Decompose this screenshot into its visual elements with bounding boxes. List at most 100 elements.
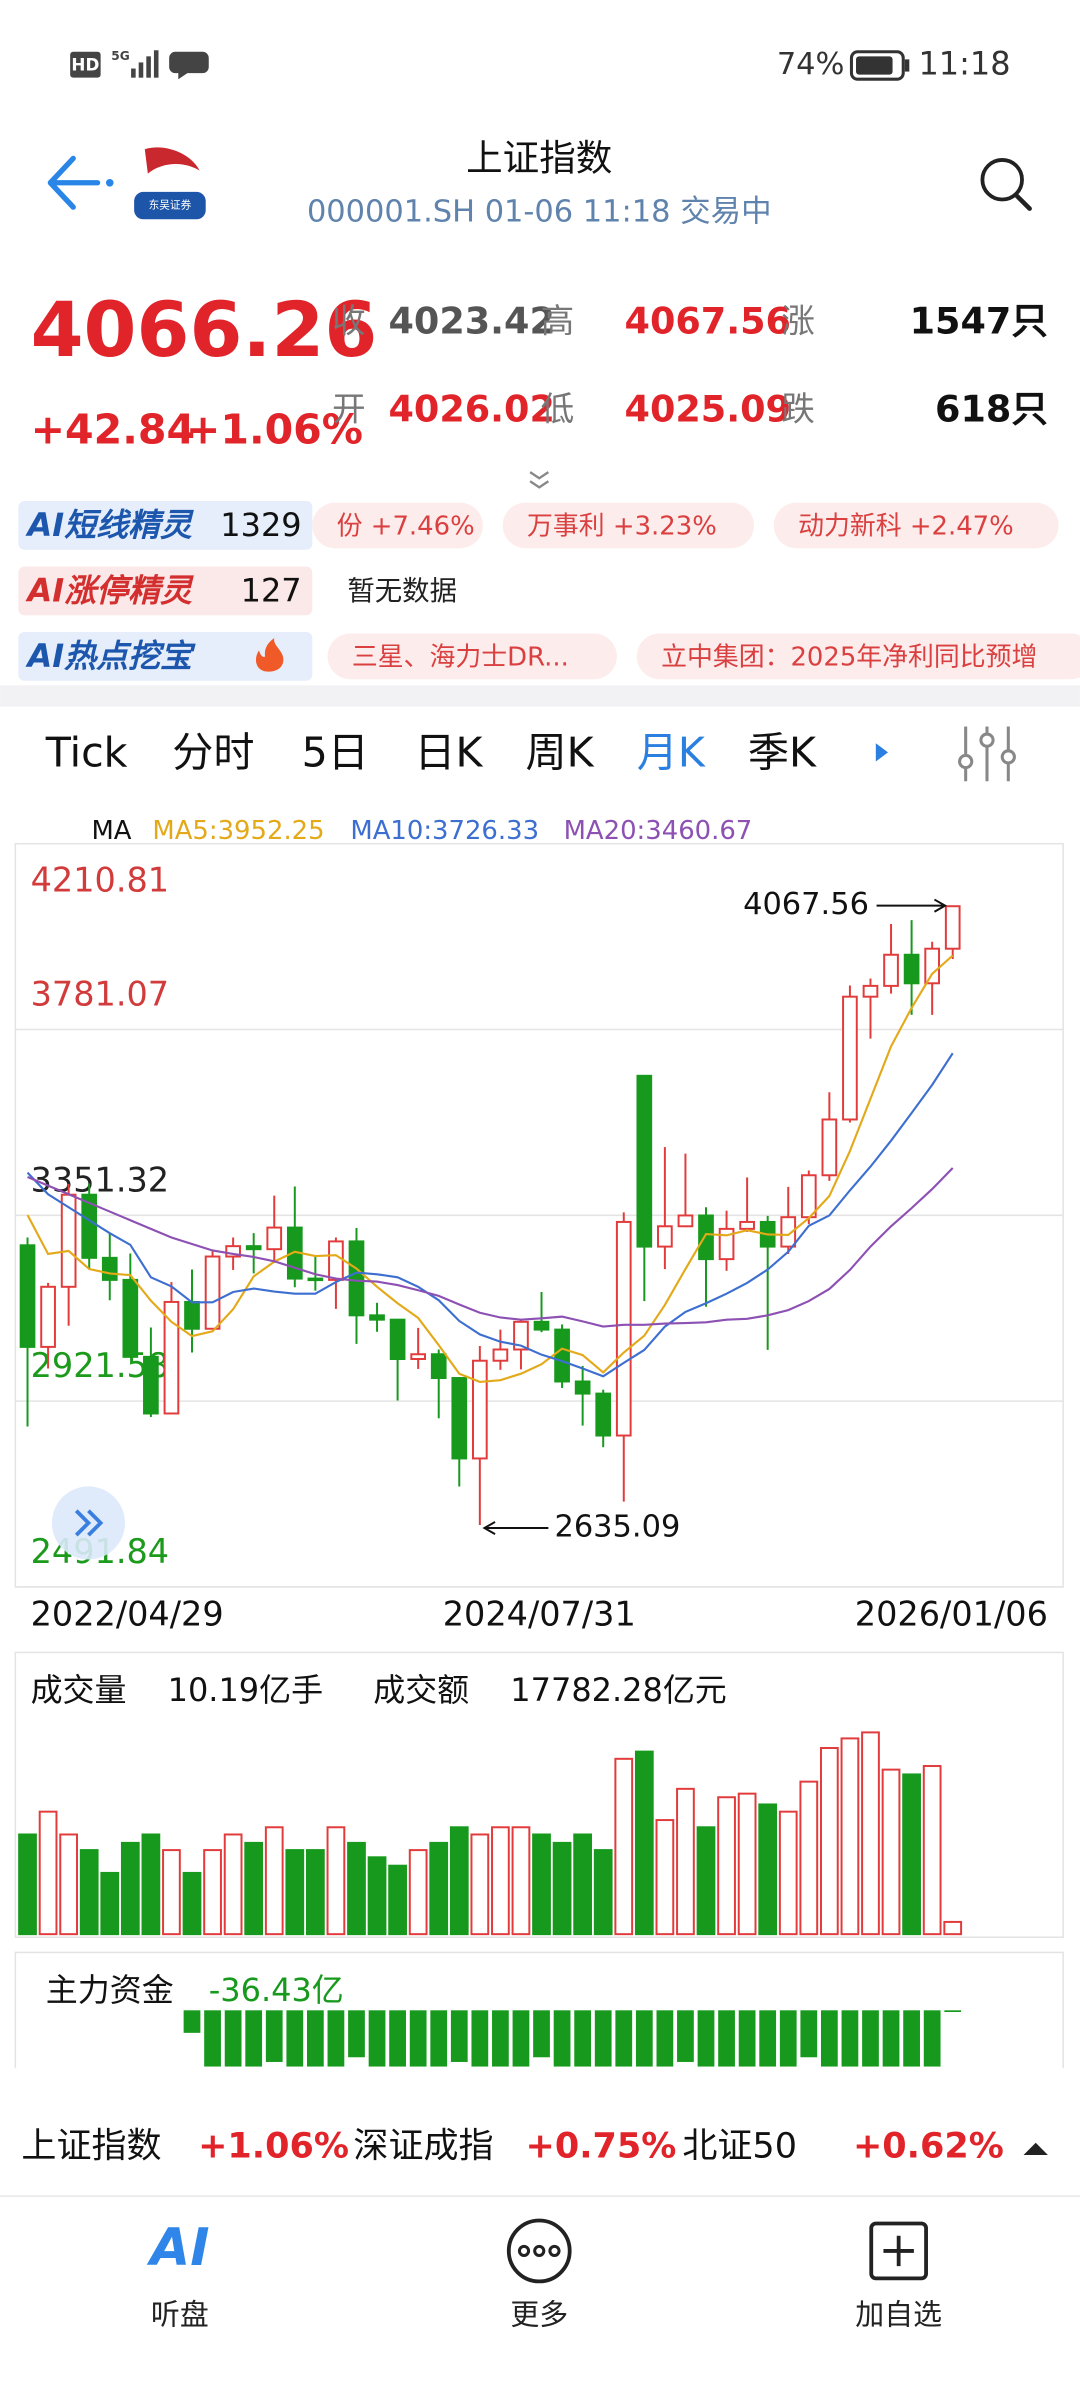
search-button[interactable] xyxy=(980,158,1032,211)
ai-badge-name: AI涨停精灵 xyxy=(25,571,195,609)
volume-bar xyxy=(573,1833,593,1936)
volume-bar xyxy=(388,1864,407,1936)
mainforce-bar xyxy=(759,2010,777,2067)
candle-body xyxy=(19,1244,36,1348)
tab-more-arrow[interactable] xyxy=(875,743,888,762)
volume-bar xyxy=(285,1849,305,1936)
legend-entry: MA5:3952.25 xyxy=(152,816,324,846)
mainforce-bar xyxy=(368,2010,386,2067)
volume-bar xyxy=(120,1841,140,1936)
ticker-name[interactable]: 深证成指 xyxy=(353,2125,493,2166)
volume-title: 成交量 xyxy=(31,1671,127,1709)
mainforce-bar xyxy=(841,2010,859,2067)
ticker-change[interactable]: +0.75% xyxy=(526,2125,677,2166)
ai-rows: 份 +7.46% 万事利 +3.23% 动力新科 +2.47% AI短线精灵 1329 暂… xyxy=(18,501,1080,681)
tab[interactable]: 周K xyxy=(526,728,595,776)
tab[interactable]: 月K xyxy=(637,728,706,776)
ticker-change[interactable]: +0.62% xyxy=(853,2125,1004,2166)
candle-body xyxy=(821,1118,838,1177)
nav-label[interactable]: 听盘 xyxy=(151,2297,209,2331)
nav-label[interactable]: 加自选 xyxy=(855,2297,942,2331)
mainforce-bar xyxy=(348,2010,365,2058)
candle-body xyxy=(698,1214,714,1261)
candle-body xyxy=(81,1193,98,1259)
quote-label: 跌 xyxy=(781,390,815,429)
nav-more-icon[interactable] xyxy=(506,2218,572,2284)
ai-badge[interactable] xyxy=(18,566,313,616)
ticker-name[interactable]: 北证50 xyxy=(682,2125,797,2166)
tabs: Tick 分时 5日 日K 周K 月K 季K xyxy=(45,728,817,776)
ticker-toggle[interactable] xyxy=(1023,2142,1048,2155)
volume-bar xyxy=(737,1792,757,1936)
x-tick-label: 2026/01/06 xyxy=(855,1594,1048,1633)
mainforce-bar xyxy=(677,2010,694,2062)
ai-chip-text[interactable]: 三星、海力士DR... xyxy=(352,642,569,672)
ai-chip-text[interactable]: 万事利 +3.23% xyxy=(527,511,717,541)
nav-add-icon[interactable] xyxy=(869,2221,928,2281)
ai-chip[interactable] xyxy=(312,502,483,549)
y-tick-label: 3351.32 xyxy=(31,1160,170,1199)
candle-body xyxy=(513,1320,529,1351)
mainforce-bar xyxy=(306,2010,324,2067)
ticker-change[interactable]: +1.06% xyxy=(198,2125,349,2166)
quote-label: 开 xyxy=(332,390,366,429)
signal-icon xyxy=(131,50,159,78)
page-title: 上证指数 xyxy=(466,136,612,179)
volume-bar xyxy=(347,1841,366,1936)
back-button[interactable] xyxy=(47,155,101,210)
ai-badge[interactable] xyxy=(18,632,313,681)
status-bar: HD 5G 74% 11:18 xyxy=(70,44,1011,82)
candle-body xyxy=(328,1240,344,1281)
mainforce-bar xyxy=(738,2010,756,2067)
ai-chip[interactable] xyxy=(773,502,1059,549)
ai-chip[interactable] xyxy=(327,633,617,680)
candle-body xyxy=(780,1216,797,1248)
candle-body xyxy=(554,1328,570,1383)
tab[interactable]: 季K xyxy=(748,728,817,776)
x-tick-label: 2022/04/29 xyxy=(31,1594,224,1633)
x-tick-label: 2024/07/31 xyxy=(443,1594,636,1633)
nav-ai-icon[interactable]: AI xyxy=(146,2218,209,2278)
ai-chip[interactable] xyxy=(502,502,754,549)
quote-value: 4026.02 xyxy=(388,388,554,431)
mainforce-bar xyxy=(183,2010,201,2033)
network: 5G xyxy=(111,49,129,63)
mainforce-bar xyxy=(820,2010,838,2067)
volume-value: 10.19亿手 xyxy=(168,1671,323,1709)
ai-chip-text[interactable]: 动力新科 +2.47% xyxy=(798,511,1014,541)
candle-body xyxy=(903,953,920,985)
y-tick-label: 4210.81 xyxy=(31,860,170,899)
ai-chip[interactable] xyxy=(636,633,1080,680)
candle-body xyxy=(944,905,961,950)
quote-label: 收 xyxy=(332,301,366,340)
mainforce-bar xyxy=(903,2010,920,2067)
max-arrow xyxy=(876,898,948,913)
candle-body xyxy=(143,1355,159,1415)
ticker-name[interactable]: 上证指数 xyxy=(21,2125,161,2166)
mainforce-bar xyxy=(862,2010,879,2067)
volume-bar xyxy=(593,1849,613,1936)
legend-entry: MA20:3460.67 xyxy=(564,816,753,846)
tab[interactable]: 5日 xyxy=(302,728,369,776)
volume-bar xyxy=(902,1773,921,1936)
volume-bar xyxy=(305,1849,325,1936)
chart-settings[interactable] xyxy=(958,726,1016,782)
candle-body xyxy=(883,953,899,987)
tab[interactable]: Tick xyxy=(45,728,128,776)
ai-badge[interactable] xyxy=(18,501,313,550)
candle-body xyxy=(574,1380,591,1395)
tab[interactable]: 日K xyxy=(414,728,483,776)
candle-body xyxy=(615,1220,632,1437)
ai-badge-count: 127 xyxy=(241,571,302,609)
candle-body xyxy=(739,1220,755,1230)
volume-bar xyxy=(922,1765,942,1936)
tab[interactable]: 分时 xyxy=(172,728,254,776)
mainforce-bar xyxy=(656,2010,674,2067)
ai-chip-text[interactable]: 立中集团：2025年净利同比预增 xyxy=(661,642,1037,672)
expand-chevron[interactable] xyxy=(529,471,550,489)
volume-bar xyxy=(819,1747,839,1936)
nav-label[interactable]: 更多 xyxy=(510,2297,568,2331)
candle-body xyxy=(718,1227,735,1261)
mainforce-bar xyxy=(718,2010,735,2067)
ai-chip-text[interactable]: 份 +7.46% xyxy=(337,511,475,541)
